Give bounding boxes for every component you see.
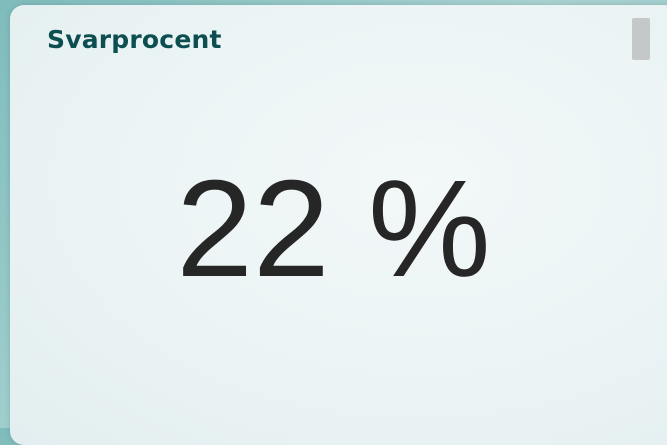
kpi-card: Svarprocent <box>10 5 667 445</box>
card-title: Svarprocent <box>47 25 222 54</box>
scrollbar[interactable] <box>632 18 650 60</box>
kpi-value: 22 % <box>176 152 491 306</box>
